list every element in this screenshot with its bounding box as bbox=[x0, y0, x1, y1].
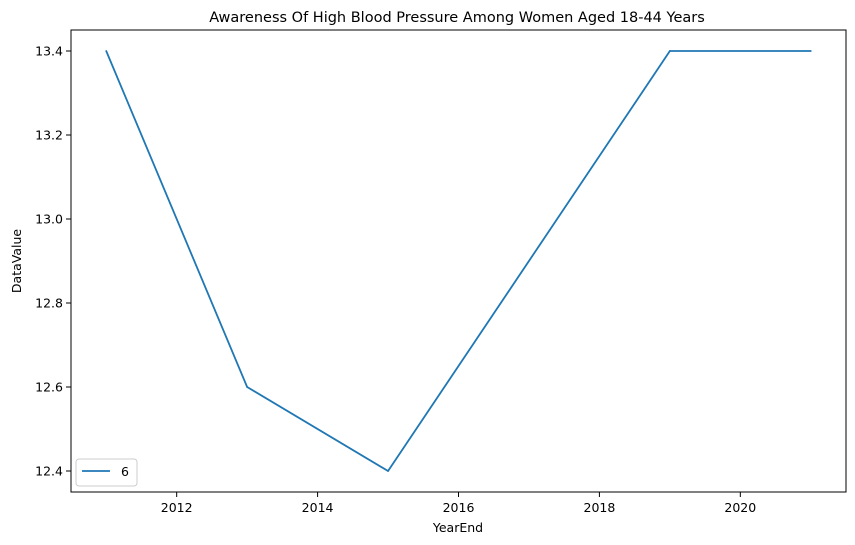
series-layer bbox=[105, 50, 812, 472]
y-tick-label: 13.0 bbox=[35, 212, 63, 227]
x-tick-label: 2020 bbox=[724, 500, 756, 515]
data-point bbox=[809, 50, 812, 52]
chart-title: Awareness Of High Blood Pressure Among W… bbox=[209, 10, 705, 26]
y-axis: 12.4 12.6 12.8 13.0 13.2 13.4 bbox=[35, 44, 71, 479]
y-tick-label: 12.8 bbox=[35, 296, 63, 311]
y-tick-label: 12.6 bbox=[35, 380, 63, 395]
data-point bbox=[246, 386, 249, 388]
y-tick-label: 13.2 bbox=[35, 128, 63, 143]
y-axis-label: DataValue bbox=[9, 229, 24, 293]
data-point bbox=[668, 50, 671, 52]
data-point bbox=[105, 50, 108, 52]
x-tick-label: 2016 bbox=[443, 500, 475, 515]
legend-box bbox=[75, 458, 138, 487]
legend: 6 bbox=[75, 458, 138, 487]
legend-label: 6 bbox=[121, 464, 129, 479]
x-tick-label: 2018 bbox=[584, 500, 616, 515]
data-point bbox=[387, 470, 389, 472]
x-tick-label: 2012 bbox=[161, 500, 193, 515]
plot-area bbox=[71, 30, 846, 492]
x-axis-label: YearEnd bbox=[432, 520, 483, 535]
plot-frame bbox=[70, 29, 847, 493]
y-tick-label: 13.4 bbox=[35, 44, 63, 59]
x-axis: 2012 2014 2016 2018 2020 bbox=[161, 492, 756, 515]
x-tick-label: 2014 bbox=[302, 500, 334, 515]
y-tick-label: 12.4 bbox=[35, 464, 63, 479]
